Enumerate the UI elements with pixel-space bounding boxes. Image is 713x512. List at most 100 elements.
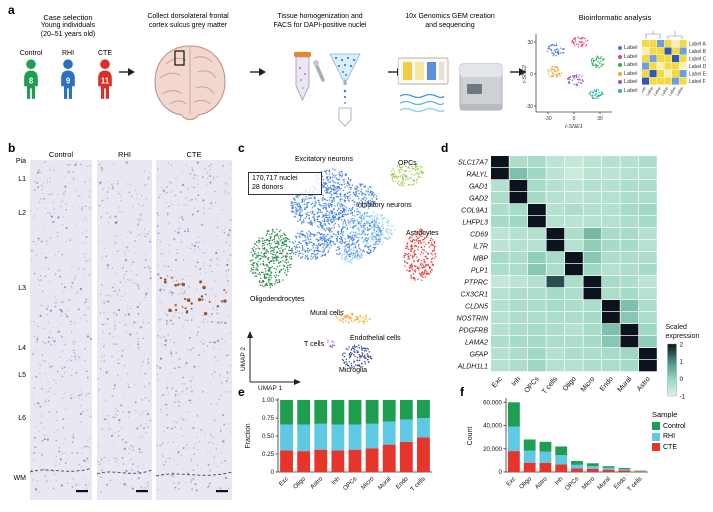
tsne-legend-item: Label: [618, 87, 637, 96]
svg-text:Label E: Label E: [689, 72, 707, 78]
fraction-chart-svg: 0 0.25 0.50 0.75 1.00 Fraction Exc Oligo Astro In…: [245, 397, 432, 493]
bar-segment: [382, 400, 396, 422]
gene-label: COL9A1: [461, 208, 488, 215]
gem-sequencing-icon: [398, 57, 503, 113]
bar-segment: [523, 450, 536, 463]
sequencer-icon: [459, 63, 503, 111]
bar-segment: [365, 423, 379, 449]
x-category-label: Astro: [534, 475, 550, 491]
x-category-label: Inh: [554, 475, 565, 486]
step-10x-line-1: 10x Genomics GEM creation: [405, 13, 495, 20]
gene-label: CD69: [470, 232, 488, 239]
celltype-column-label: Inh: [511, 376, 523, 388]
tsne-legend-item: Label: [618, 44, 637, 53]
cluster-heatmap: Label A Label B Label C Label D Label E Label…: [642, 30, 713, 104]
10x-chip-icon: [398, 57, 449, 85]
svg-text:0: 0: [530, 72, 533, 78]
svg-text:Label A: Label A: [689, 42, 706, 48]
y-tick-label: 1.00: [262, 397, 275, 404]
wm-boundary-line: [156, 471, 232, 477]
step-homogenization-title: Tissue homogenization and FACS for DAPI-…: [256, 13, 384, 30]
histology-column-title: RHI: [118, 150, 131, 159]
umap-panel: UMAP 2 UMAP 1 170,717 nuclei 28 donors Excit…: [238, 152, 439, 392]
tsne-cluster: [571, 36, 589, 48]
bar-segment: [507, 426, 520, 452]
svg-text:0: 0: [573, 116, 576, 122]
gene-label: IL7R: [473, 244, 488, 251]
svg-text:Label: Label: [660, 86, 670, 97]
celltype-column-label: Astro: [636, 376, 652, 393]
x-category-label: Inh: [330, 475, 341, 486]
umap-cluster: [327, 339, 336, 348]
histology-image-cte: [156, 160, 232, 500]
fraction-chart: 0 0.25 0.50 0.75 1.00 Fraction Exc Oligo Astro In…: [240, 392, 438, 510]
annotation-line: 28 donors: [252, 183, 284, 191]
colorbar-tick-label: -1: [680, 393, 686, 400]
count-chart: 0 20,000 40,000 60,000 Count Exc Oligo Astro Inh…: [462, 392, 654, 510]
y-tick-label: 60,000: [483, 400, 502, 407]
person-icon-control: 8: [24, 59, 38, 99]
umap-cluster: [341, 344, 373, 369]
tsne-legend-label: Label: [624, 70, 638, 77]
bar-segment: [555, 446, 568, 456]
celltype-column-label: Oligo: [562, 376, 578, 393]
panel-a-label: a: [8, 3, 15, 17]
y-tick-label: 0.75: [262, 415, 275, 422]
x-category-label: Micro: [581, 475, 597, 491]
bar-segment: [314, 449, 328, 472]
bar-segment: [507, 402, 520, 427]
bar-segment: [602, 469, 615, 472]
bar-segment: [618, 470, 631, 472]
umap-cluster-label: OPCs: [398, 160, 417, 167]
umap-cluster-label: Astrocytes: [406, 230, 439, 237]
bar-segment: [297, 400, 311, 425]
arrow-icon: [510, 68, 526, 76]
svg-text:t-SNE1: t-SNE1: [565, 124, 583, 130]
bar-segment: [586, 463, 599, 467]
x-category-label: Mural: [596, 475, 612, 491]
gene-label: PDGFRB: [459, 328, 489, 335]
bar-segment: [348, 400, 362, 425]
facs-funnel-icon: [329, 53, 361, 81]
bar-segment: [297, 424, 311, 452]
gene-label: LAMA2: [465, 340, 488, 347]
step-collect-line-2: cortex sulcus grey matter: [148, 21, 228, 29]
svg-text:Label: Label: [652, 86, 662, 97]
umap-cluster-label: Oligodendrocytes: [250, 296, 305, 303]
bar-segment: [399, 400, 413, 420]
sample-legend-item: RHI: [652, 432, 686, 441]
x-category-label: Micro: [360, 475, 376, 491]
gene-label: GFAP: [469, 352, 488, 359]
histology-image-control: [30, 160, 92, 500]
histology-panel: Control RHI CTE Pia L1 L2 L3 L4 L5 L6 WM: [0, 150, 236, 510]
svg-text:Label: Label: [667, 86, 677, 97]
y-tick-label: 40,000: [483, 423, 502, 430]
colorbar-tick-label: 1: [680, 359, 684, 366]
colorbar-tick-label: 2: [680, 341, 684, 348]
heatmap-legend-title: Scaled: [666, 324, 688, 331]
svg-text:30: 30: [597, 116, 603, 122]
umap-cluster-label: Excitatory neurons: [295, 156, 353, 163]
tsne-legend-label: Label: [624, 62, 638, 69]
bar-segment: [348, 424, 362, 450]
bar-segment: [348, 449, 362, 472]
sample-legend-swatch: [652, 422, 660, 430]
layer-label: Pia: [15, 158, 26, 165]
bar-segment: [382, 444, 396, 472]
celltype-column-label: Exc: [491, 375, 504, 389]
sample-legend-item: CTE: [652, 443, 686, 451]
tsne-legend-item: Label: [618, 78, 637, 87]
sample-legend-swatch: [652, 432, 660, 441]
umap-cluster-label: Endothelial cells: [350, 335, 401, 342]
bar-segment: [571, 464, 583, 469]
group-control: Control 8: [14, 50, 48, 101]
tissue-speckle: [156, 161, 232, 492]
umap-cluster-label: Inhibitory neurons: [356, 202, 412, 209]
panel-f-label: f: [460, 385, 464, 399]
umap-cluster: [335, 310, 359, 324]
case-selection-header: Case selection Young individuals (20–51 …: [12, 13, 124, 39]
gem-streams-icon: [399, 93, 445, 113]
tsne-legend-dot: [618, 88, 622, 93]
bar-segment: [555, 464, 568, 472]
sample-legend-title: Sample: [652, 410, 678, 419]
